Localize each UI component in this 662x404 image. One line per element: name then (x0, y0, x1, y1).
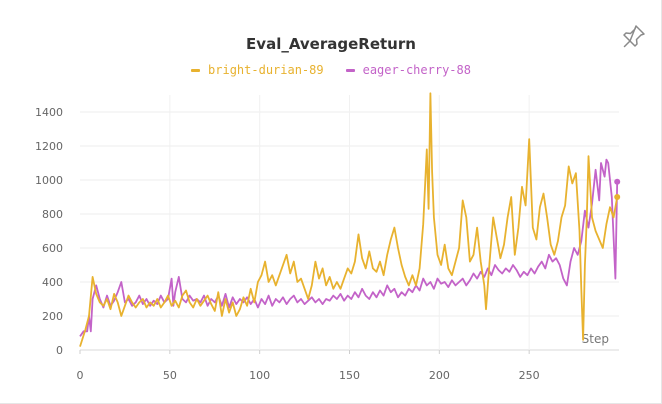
x-tick-label: 0 (77, 369, 84, 382)
y-tick-label: 1000 (35, 174, 63, 187)
legend-item[interactable]: bright-durian-89 (191, 63, 324, 77)
pin-icon[interactable] (620, 22, 648, 50)
chart-legend: bright-durian-89 eager-cherry-88 (0, 63, 662, 77)
legend-swatch (345, 68, 355, 72)
chart-title: Eval_AverageReturn (246, 35, 416, 53)
y-tick-label: 0 (56, 344, 63, 357)
x-axis-label: Step (582, 332, 609, 346)
series-line-bright-durian-89[interactable] (79, 92, 619, 347)
x-tick-label: 50 (163, 369, 177, 382)
y-tick-label: 1200 (35, 140, 63, 153)
x-tick-label: 150 (339, 369, 360, 382)
series-endpoint-bright-durian-89 (614, 194, 621, 200)
legend-label: eager-cherry-88 (362, 63, 471, 77)
legend-item[interactable]: eager-cherry-88 (345, 63, 471, 77)
series-endpoint-eager-cherry-88 (614, 178, 621, 185)
x-tick-label: 200 (429, 369, 450, 382)
series-line-eager-cherry-88[interactable] (79, 158, 619, 337)
y-tick-label: 600 (42, 242, 63, 255)
y-tick-label: 1400 (35, 106, 63, 119)
legend-swatch (191, 68, 201, 72)
legend-label: bright-durian-89 (208, 63, 324, 77)
y-tick-label: 800 (42, 208, 63, 221)
x-tick-label: 100 (249, 369, 270, 382)
y-tick-label: 400 (42, 276, 63, 289)
y-tick-label: 200 (42, 310, 63, 323)
x-tick-label: 250 (519, 369, 540, 382)
